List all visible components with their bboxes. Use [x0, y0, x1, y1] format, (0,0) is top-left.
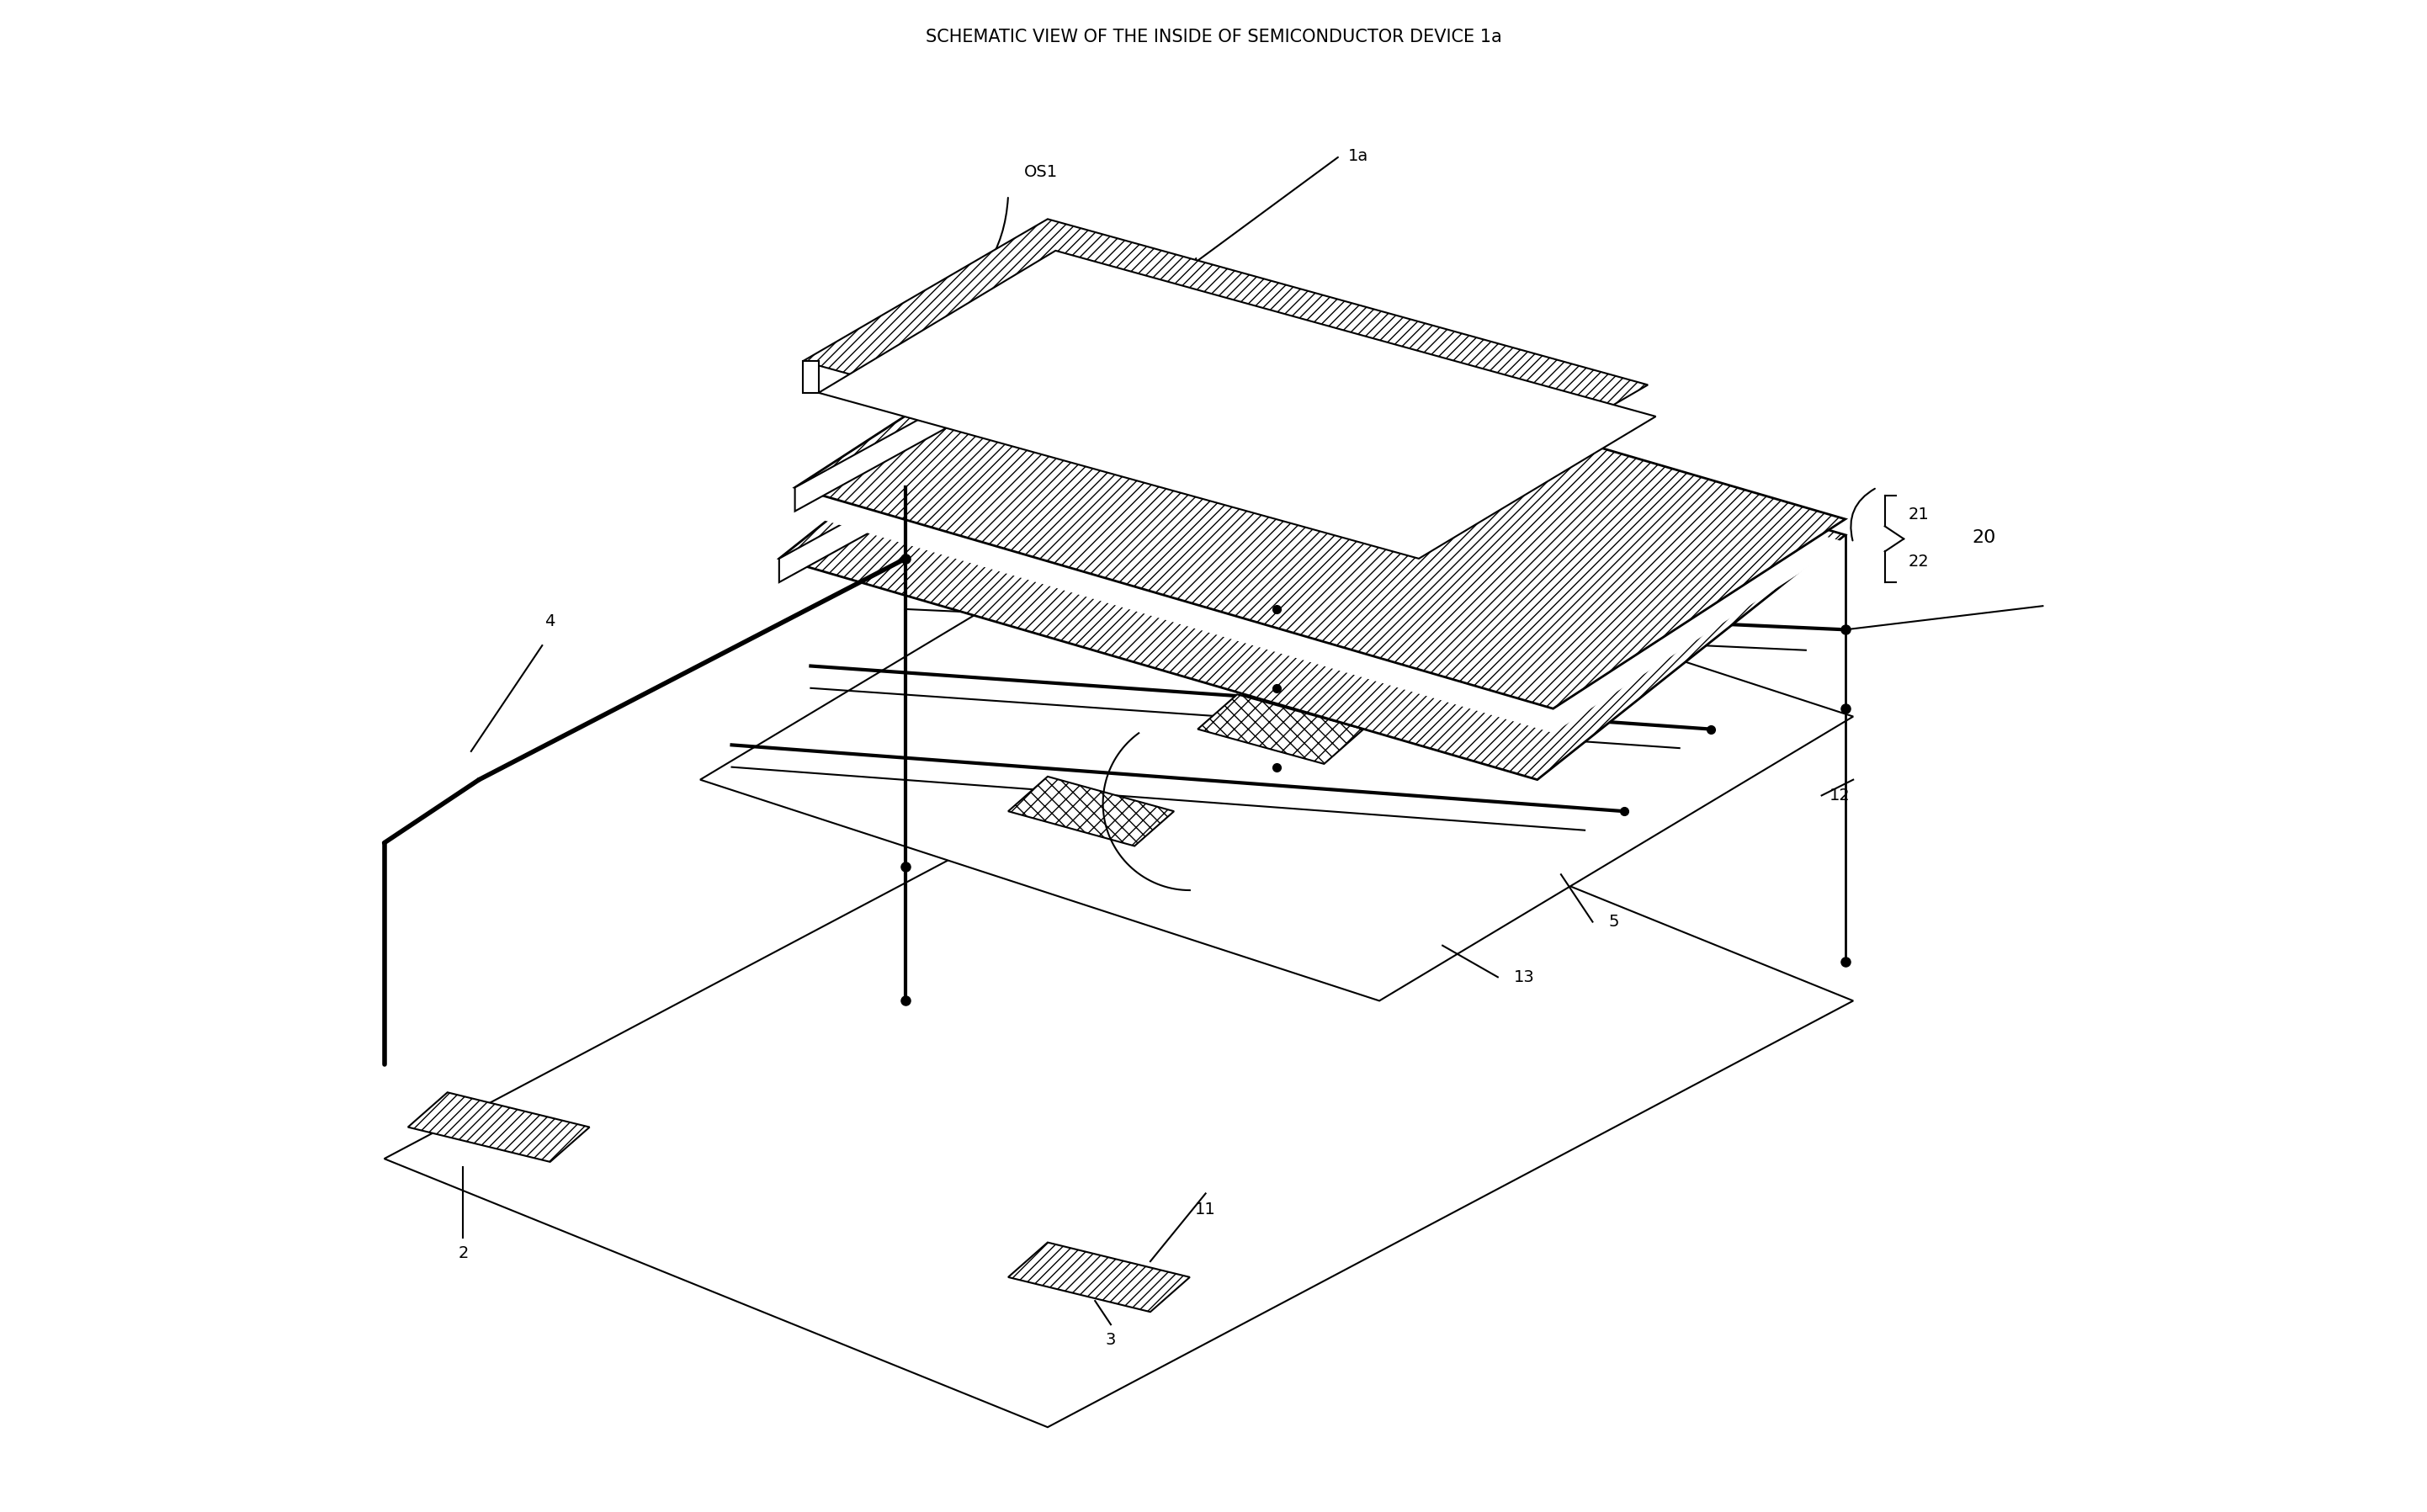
Polygon shape [779, 472, 937, 582]
Text: SCHEMATIC VIEW OF THE INSIDE OF SEMICONDUCTOR DEVICE 1a: SCHEMATIC VIEW OF THE INSIDE OF SEMICOND… [925, 29, 1502, 45]
Text: 21: 21 [1908, 507, 1929, 522]
Polygon shape [1007, 1243, 1189, 1312]
Text: 5: 5 [1609, 913, 1619, 930]
Polygon shape [779, 314, 1845, 780]
Text: 22: 22 [1908, 553, 1929, 570]
Polygon shape [818, 251, 1655, 558]
Polygon shape [1197, 694, 1364, 764]
Polygon shape [796, 322, 1845, 732]
Text: 12: 12 [1830, 788, 1849, 803]
FancyArrowPatch shape [1852, 488, 1876, 540]
Polygon shape [796, 401, 954, 511]
Polygon shape [408, 1092, 590, 1161]
Text: 2: 2 [459, 1246, 468, 1261]
Polygon shape [383, 732, 1854, 1427]
Text: OS1: OS1 [1024, 163, 1058, 180]
Text: 20: 20 [1971, 529, 1995, 546]
Text: 1a: 1a [1347, 148, 1369, 163]
Polygon shape [1007, 777, 1175, 847]
Text: 13: 13 [1514, 969, 1534, 986]
Polygon shape [699, 496, 1854, 1001]
Text: 4: 4 [546, 614, 556, 631]
Polygon shape [803, 361, 818, 393]
Polygon shape [796, 298, 1845, 709]
Polygon shape [1347, 621, 1514, 691]
Text: 11: 11 [1194, 1201, 1216, 1217]
Text: 3: 3 [1107, 1332, 1116, 1349]
Polygon shape [803, 219, 1648, 528]
